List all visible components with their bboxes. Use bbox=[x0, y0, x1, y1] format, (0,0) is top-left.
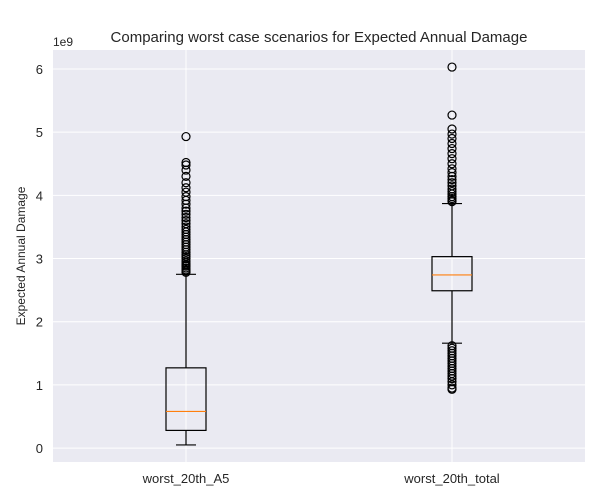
outlier-point bbox=[447, 154, 457, 164]
outlier-point bbox=[447, 174, 457, 185]
plot-area bbox=[53, 50, 585, 462]
outlier-point bbox=[181, 212, 191, 223]
outlier-point bbox=[181, 131, 191, 142]
y-tick-label: 4 bbox=[36, 188, 43, 203]
x-tick-label: worst_20th_total bbox=[403, 471, 500, 486]
outlier-point bbox=[447, 164, 457, 174]
outlier-point bbox=[181, 256, 191, 266]
y-axis-label: Expected Annual Damage bbox=[14, 186, 28, 325]
outlier-point bbox=[447, 184, 457, 194]
outlier-point bbox=[447, 62, 457, 72]
outlier-point bbox=[181, 206, 191, 216]
outlier-point bbox=[181, 216, 191, 226]
outlier-point bbox=[447, 384, 457, 394]
outlier-point bbox=[181, 224, 191, 235]
iqr-box bbox=[431, 256, 473, 292]
y-tick-labels: 0 1 2 3 4 5 6 bbox=[36, 62, 43, 456]
outlier-point bbox=[181, 222, 191, 232]
outlier-point bbox=[447, 178, 457, 188]
y-tick-label: 0 bbox=[36, 441, 43, 456]
x-tick-label: worst_20th_A5 bbox=[142, 471, 230, 486]
x-tick-labels: worst_20th_A5 worst_20th_total bbox=[142, 471, 500, 486]
outlier-point bbox=[181, 219, 191, 229]
outlier-point bbox=[447, 133, 457, 144]
y-tick-label: 5 bbox=[36, 125, 43, 140]
outlier-point bbox=[447, 181, 457, 191]
outlier-point bbox=[447, 110, 457, 120]
outlier-point bbox=[447, 373, 457, 384]
outlier-point bbox=[447, 143, 457, 154]
outlier-point bbox=[447, 138, 457, 149]
outlier-point bbox=[447, 167, 457, 178]
outlier-point bbox=[181, 160, 191, 170]
outlier-point bbox=[447, 159, 457, 169]
outlier-point bbox=[447, 129, 457, 139]
outlier-point bbox=[181, 192, 191, 202]
y-tick-label: 2 bbox=[36, 315, 43, 330]
outlier-point bbox=[181, 178, 191, 188]
outlier-point bbox=[181, 187, 191, 197]
outlier-point bbox=[181, 157, 191, 168]
chart-title: Comparing worst case scenarios for Expec… bbox=[111, 29, 528, 46]
box-group-worst_20th_total bbox=[431, 62, 473, 394]
y-tick-label: 3 bbox=[36, 252, 43, 267]
outlier-point bbox=[447, 186, 457, 197]
box-group-worst_20th_A5 bbox=[165, 131, 207, 446]
outlier-point bbox=[181, 183, 191, 193]
y-tick-label: 1 bbox=[36, 378, 43, 393]
outlier-point bbox=[181, 209, 191, 219]
outlier-point bbox=[447, 371, 457, 381]
boxes bbox=[165, 62, 473, 446]
y-scale-label: 1e9 bbox=[53, 35, 73, 49]
outlier-point bbox=[447, 380, 457, 390]
outlier-point bbox=[447, 124, 457, 134]
outlier-point bbox=[447, 149, 457, 159]
outlier-point bbox=[181, 171, 191, 181]
iqr-box bbox=[165, 367, 207, 432]
y-tick-label: 6 bbox=[36, 62, 43, 77]
